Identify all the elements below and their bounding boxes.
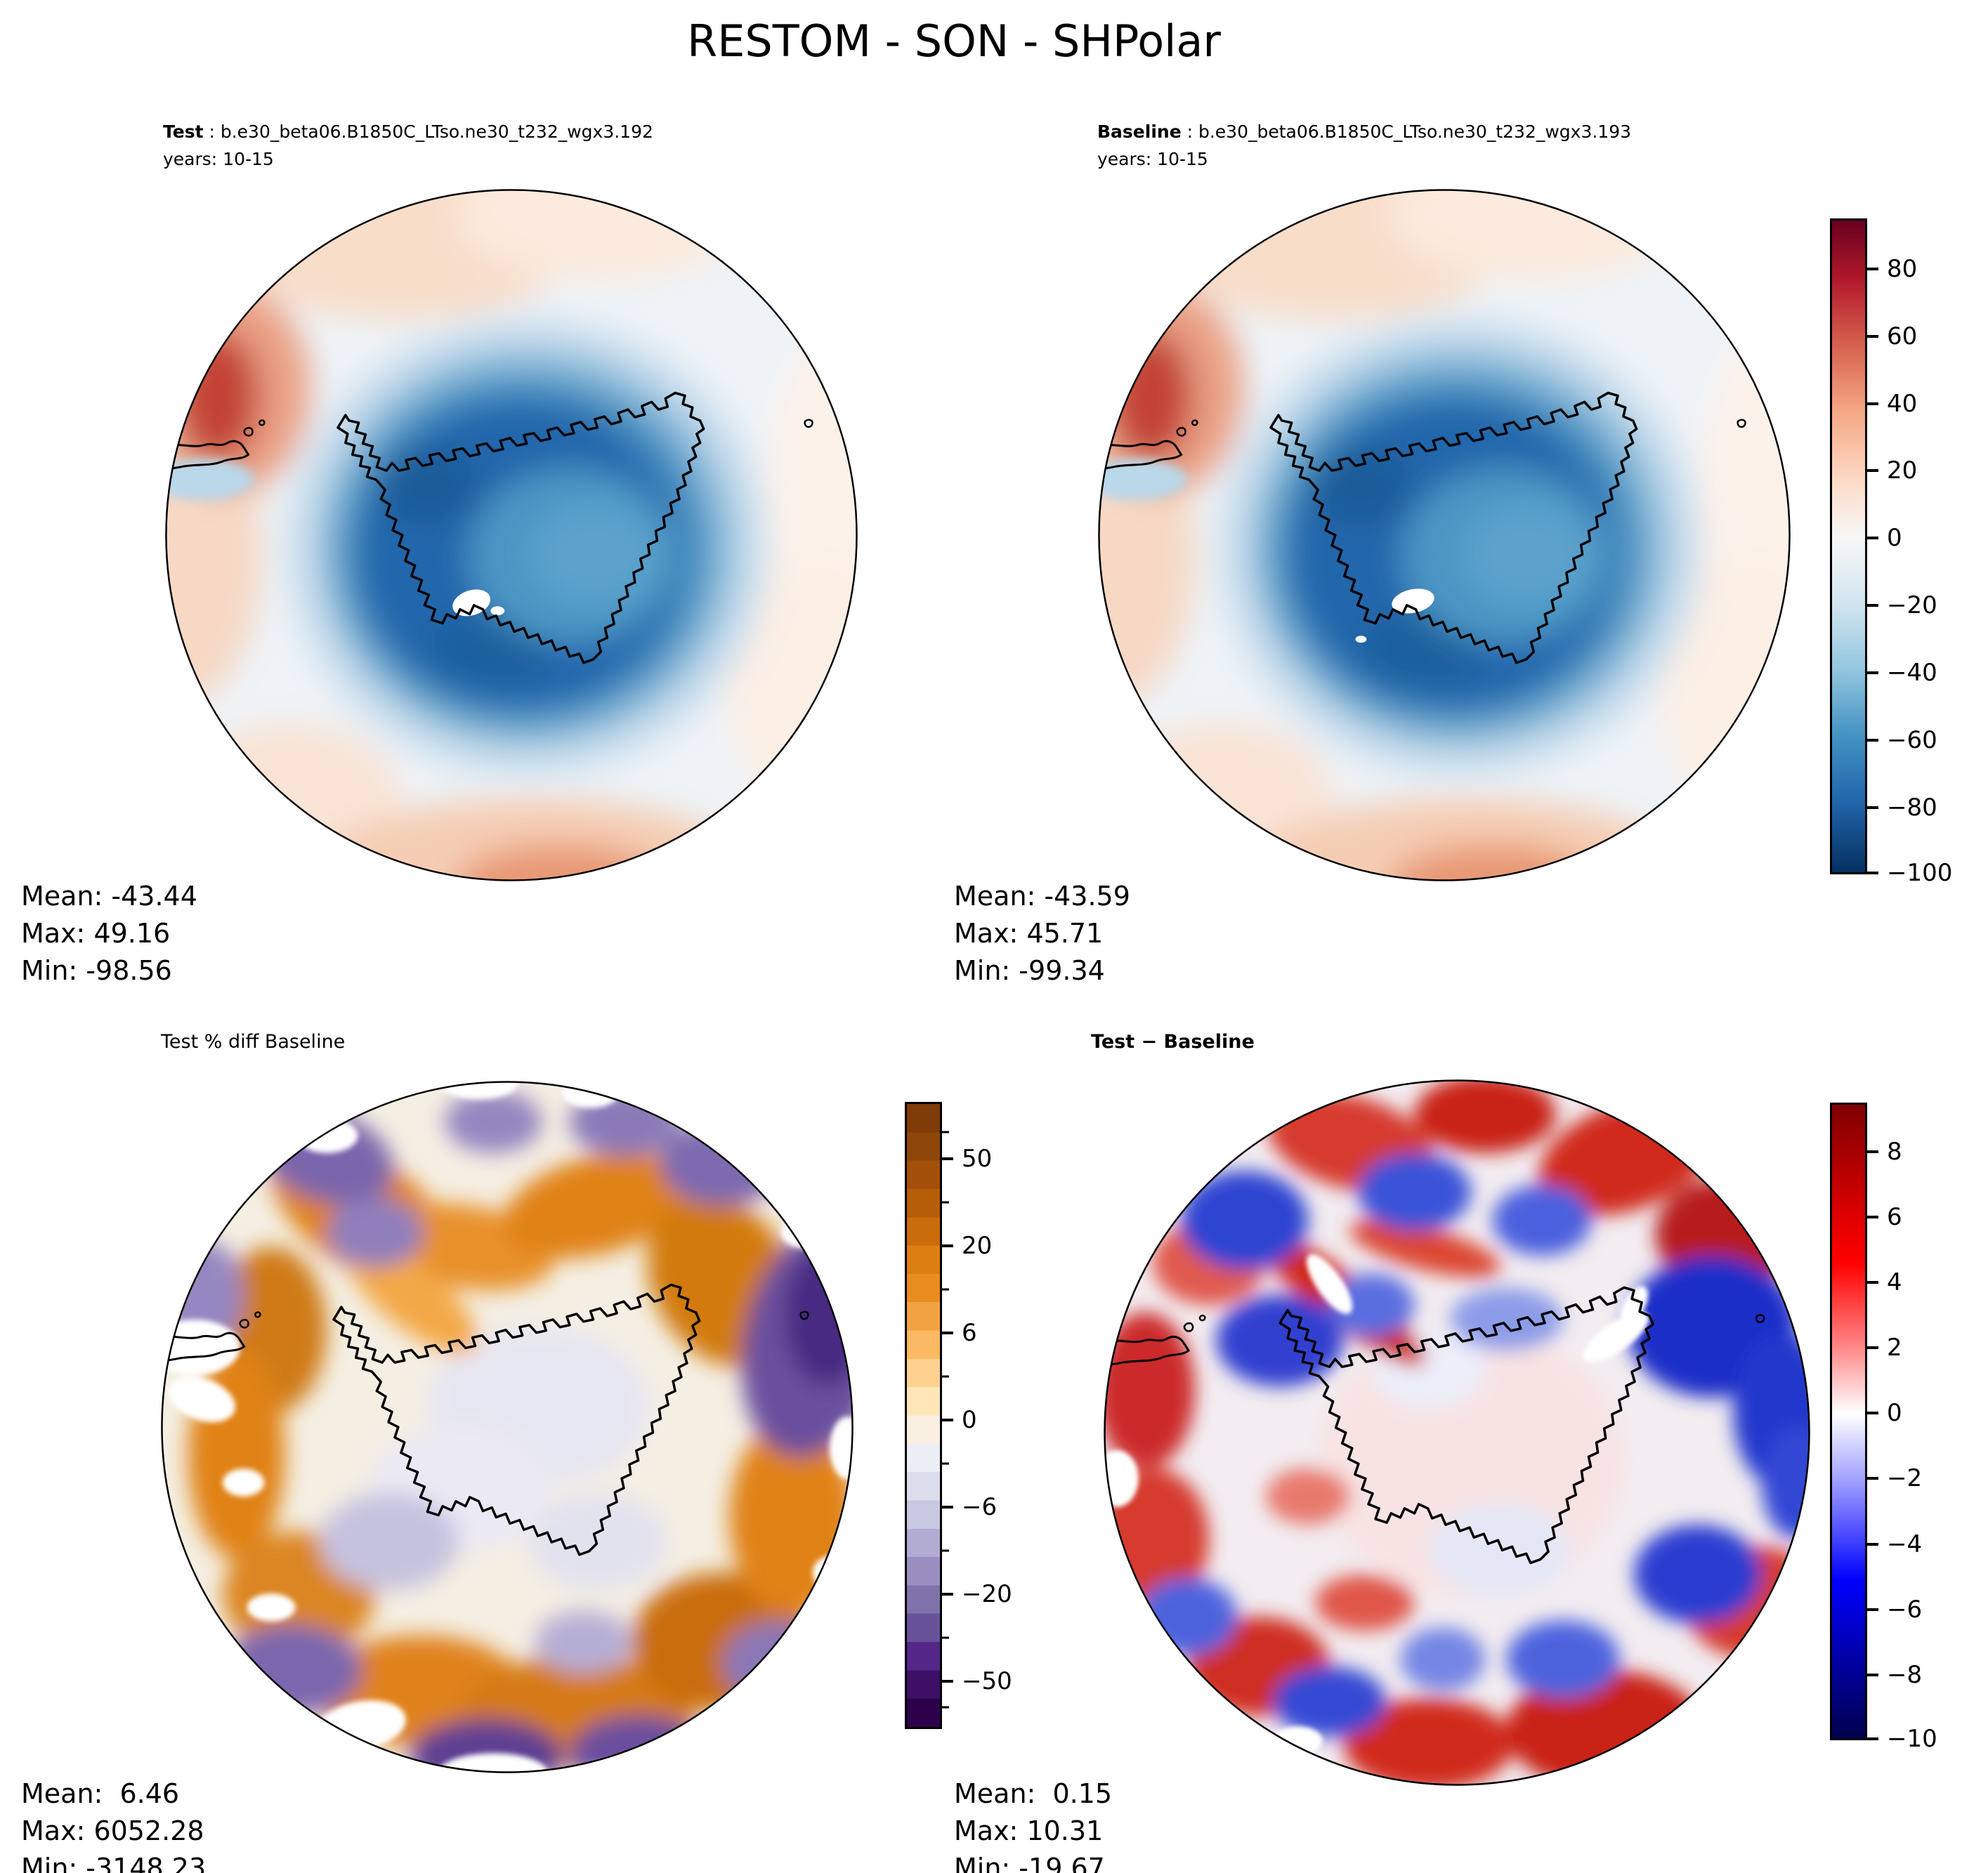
colorbar-tick-label: 20 [962,1232,993,1260]
colorbar-tick-label: −4 [1887,1530,1923,1558]
colorbar-tick-label: −100 [1887,859,1953,887]
test-panel-header: Test : b.e30_beta06.B1850C_LTso.ne30_t23… [163,118,653,173]
baseline-label: Baseline [1097,121,1182,142]
map-pct-diff [161,1081,854,1773]
colorbar-tick-label: 60 [1887,322,1918,350]
baseline-panel-header: Baseline : b.e30_beta06.B1850C_LTso.ne30… [1097,118,1631,173]
colorbar-pct: 50 20 6 0 −6 −20 −50 [905,1102,1012,1729]
colorbar-tick-label: −60 [1887,726,1937,754]
colorbar-tick-label: 40 [1887,390,1918,418]
colorbar-tick-label: −6 [962,1493,998,1521]
map-boundary-circle [161,1081,854,1773]
colorbar-diff-gradient [1830,1103,1867,1740]
colorbar-tick-label: −20 [962,1580,1012,1608]
colorbar-tick-label: −10 [1887,1725,1937,1753]
test-run-name: : b.e30_beta06.B1850C_LTso.ne30_t232_wgx… [203,121,653,142]
baseline-run-name: : b.e30_beta06.B1850C_LTso.ne30_t232_wgx… [1181,121,1632,142]
colorbar-main: 80 60 40 20 0 −20 −40 −60 −80 −100 [1830,218,1952,887]
colorbar-tick-label: 8 [1887,1138,1902,1166]
colorbar-pct-gradient [905,1102,942,1729]
map-boundary-circle [1104,1079,1810,1786]
colorbar-tick-label: 2 [1887,1334,1902,1362]
test-stats: Mean: -43.44 Max: 49.16 Min: -98.56 [21,881,197,986]
colorbar-tick-label: −80 [1887,794,1937,822]
colorbar-tick-label: 4 [1887,1268,1902,1296]
baseline-stats: Mean: -43.59 Max: 45.71 Min: -99.34 [954,881,1130,986]
colorbar-main-gradient [1830,218,1867,874]
colorbar-diff: 8 6 4 2 0 −2 −4 −6 −8 −10 [1830,1103,1937,1753]
colorbar-tick-label: 50 [962,1145,993,1173]
masked-ice-shelf-patch [1392,589,1434,614]
map-diff [1104,1079,1810,1786]
colorbar-tick-label: 0 [962,1406,977,1434]
map-baseline [1098,189,1791,881]
colorbar-tick-label: −20 [1887,591,1937,619]
colorbar-tick-label: 20 [1887,456,1918,485]
colorbar-tick-label: −2 [1887,1464,1923,1492]
page-title: RESTOM - SON - SHPolar [687,15,1221,67]
baseline-years: years: 10-15 [1097,149,1208,169]
pct-diff-stats: Mean: 6.46 Max: 6052.28 Min: -3148.23 [21,1778,207,1873]
colorbar-tick-label: 0 [1887,524,1902,552]
map-test [165,189,858,881]
colorbar-tick-label: 0 [1887,1399,1902,1427]
test-label: Test [163,121,204,142]
map-boundary-circle [1098,189,1791,881]
pct-diff-title: Test % diff Baseline [161,1031,346,1053]
colorbar-tick-label: −8 [1887,1661,1923,1689]
colorbar-tick-label: 6 [962,1319,977,1347]
map-boundary-circle [165,189,858,881]
colorbar-tick-label: 6 [1887,1203,1902,1231]
colorbar-tick-label: 80 [1887,255,1918,283]
colorbar-tick-label: −6 [1887,1596,1923,1624]
colorbar-tick-label: −40 [1887,659,1937,687]
test-years: years: 10-15 [163,149,274,169]
colorbar-tick-label: −50 [962,1667,1012,1695]
diff-title: Test − Baseline [1091,1031,1255,1053]
diff-stats: Mean: 0.15 Max: 10.31 Min: -19.67 [954,1778,1113,1873]
